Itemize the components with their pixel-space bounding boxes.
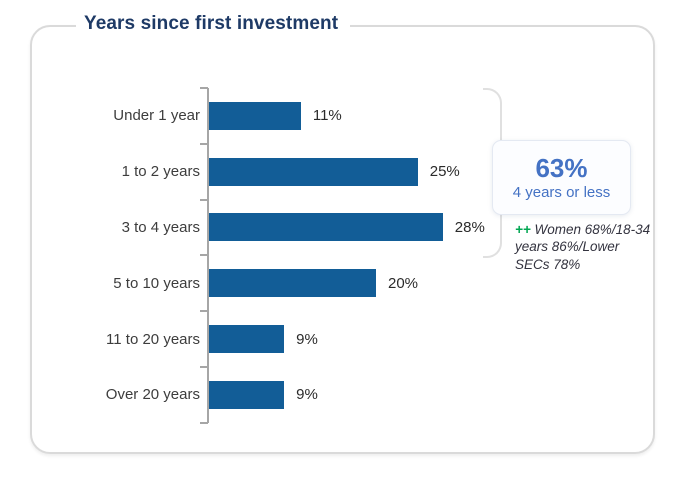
bar-value-label: 9%	[296, 386, 318, 404]
significance-note-text: Women 68%/18-34 years 86%/Lower SECs 78%	[515, 222, 651, 272]
chart-title: Years since first investment	[76, 11, 351, 37]
significance-note: ++ Women 68%/18-34 years 86%/Lower SECs …	[515, 221, 651, 273]
callout-label: 4 years or less	[512, 184, 611, 202]
summary-callout: 63% 4 years or less	[492, 140, 631, 215]
axis-tick	[200, 198, 208, 201]
bar-track: 9%	[209, 380, 490, 409]
category-label: 5 to 10 years	[113, 274, 200, 292]
category-label: Under 1 year	[113, 107, 200, 125]
bar	[209, 157, 418, 186]
category-label: 3 to 4 years	[121, 218, 200, 236]
bar-row: Under 1 year 11%	[0, 88, 490, 144]
bar-row: Over 20 years 9%	[0, 367, 490, 423]
category-label: Over 20 years	[105, 386, 200, 404]
axis-tick	[200, 254, 208, 257]
significance-marker: ++	[515, 222, 531, 237]
bar-track: 9%	[209, 325, 490, 354]
bar	[209, 101, 301, 130]
bar-track: 11%	[209, 101, 490, 130]
bar-track: 25%	[209, 157, 490, 186]
axis-tick	[200, 310, 208, 313]
bar-value-label: 25%	[429, 163, 460, 181]
bar	[209, 269, 376, 298]
axis-tick	[200, 421, 208, 424]
bar-track: 20%	[209, 269, 490, 298]
y-axis-line	[207, 88, 209, 423]
axis-tick	[200, 366, 208, 368]
bar-value-label: 11%	[312, 107, 342, 125]
bar	[209, 380, 285, 409]
bar-row: 1 to 2 years 25%	[0, 144, 490, 200]
bar-row: 11 to 20 years 9%	[0, 311, 490, 367]
bar	[209, 213, 443, 242]
category-label: 1 to 2 years	[121, 163, 200, 181]
axis-tick	[200, 87, 208, 89]
bar-value-label: 28%	[454, 218, 485, 236]
axis-tick	[200, 142, 208, 145]
bar-value-label: 20%	[388, 274, 419, 292]
category-label: 11 to 20 years	[106, 330, 200, 348]
bar	[209, 325, 285, 354]
bar-rows: Under 1 year 11% 1 to 2 years 25% 3 to 4 yea…	[0, 88, 490, 423]
bar-row: 5 to 10 years 20%	[0, 255, 490, 311]
bar-value-label: 9%	[296, 330, 318, 348]
callout-percentage: 63%	[535, 152, 588, 183]
bar-track: 28%	[209, 213, 490, 242]
bar-row: 3 to 4 years 28%	[0, 200, 490, 256]
